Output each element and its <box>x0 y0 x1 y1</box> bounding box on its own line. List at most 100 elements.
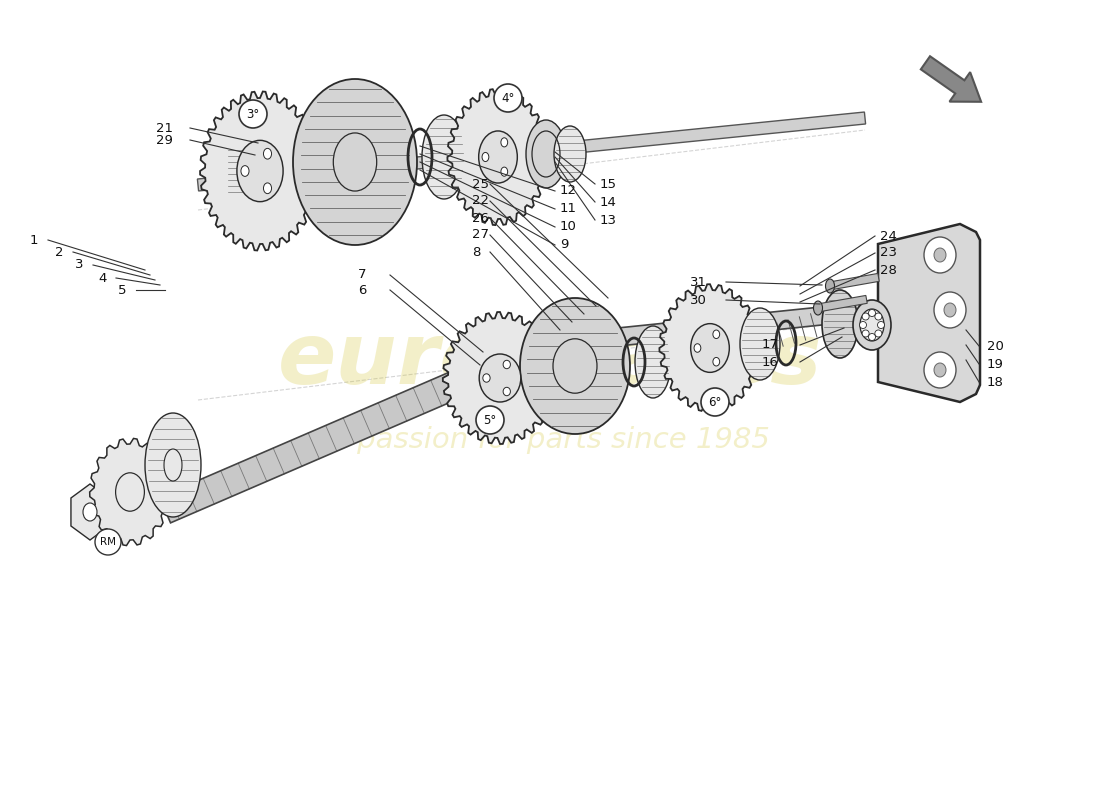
Polygon shape <box>878 224 980 402</box>
Text: 27: 27 <box>472 229 490 242</box>
Text: 29: 29 <box>156 134 173 146</box>
Ellipse shape <box>480 354 520 402</box>
Polygon shape <box>70 484 109 540</box>
Polygon shape <box>448 89 549 225</box>
Ellipse shape <box>422 115 466 199</box>
Text: 31: 31 <box>690 275 707 289</box>
Circle shape <box>476 406 504 434</box>
Ellipse shape <box>740 308 780 380</box>
Text: 17: 17 <box>762 338 779 351</box>
Circle shape <box>869 310 876 317</box>
Circle shape <box>869 334 876 341</box>
Text: 8: 8 <box>472 246 481 258</box>
Ellipse shape <box>520 298 630 434</box>
Ellipse shape <box>333 133 376 191</box>
Ellipse shape <box>483 374 491 382</box>
Text: 23: 23 <box>880 246 896 259</box>
Ellipse shape <box>145 413 201 517</box>
Text: 24: 24 <box>880 230 896 242</box>
Text: 4: 4 <box>98 271 107 285</box>
Ellipse shape <box>814 301 823 315</box>
Ellipse shape <box>713 330 719 338</box>
Text: 1: 1 <box>30 234 38 246</box>
Text: 19: 19 <box>987 358 1004 370</box>
Polygon shape <box>226 144 246 198</box>
Ellipse shape <box>934 292 966 328</box>
Ellipse shape <box>691 324 729 372</box>
Polygon shape <box>443 312 558 444</box>
Ellipse shape <box>82 503 97 521</box>
Ellipse shape <box>944 303 956 317</box>
Text: 6°: 6° <box>708 395 722 409</box>
Circle shape <box>874 330 882 337</box>
Text: 22: 22 <box>472 194 490 207</box>
Ellipse shape <box>554 126 586 182</box>
Text: 2: 2 <box>55 246 64 258</box>
Polygon shape <box>160 331 556 523</box>
Circle shape <box>701 388 729 416</box>
Ellipse shape <box>860 309 884 341</box>
Ellipse shape <box>825 279 835 293</box>
Ellipse shape <box>635 326 671 398</box>
Text: 11: 11 <box>560 202 578 215</box>
Ellipse shape <box>293 79 417 245</box>
Ellipse shape <box>852 300 891 350</box>
Text: 15: 15 <box>600 178 617 190</box>
Circle shape <box>874 313 882 320</box>
Bar <box>816 295 867 312</box>
Polygon shape <box>200 91 320 250</box>
Polygon shape <box>90 438 170 546</box>
Ellipse shape <box>934 248 946 262</box>
Text: 26: 26 <box>472 211 488 225</box>
Text: 7: 7 <box>358 269 366 282</box>
Ellipse shape <box>924 352 956 388</box>
Polygon shape <box>549 303 861 353</box>
Text: 10: 10 <box>560 221 576 234</box>
Ellipse shape <box>264 183 272 194</box>
Ellipse shape <box>526 120 566 188</box>
Ellipse shape <box>924 237 956 273</box>
Ellipse shape <box>934 363 946 377</box>
Circle shape <box>862 330 869 337</box>
Text: 6: 6 <box>358 283 366 297</box>
Ellipse shape <box>553 339 597 394</box>
Text: a passion for parts since 1985: a passion for parts since 1985 <box>330 426 770 454</box>
Circle shape <box>239 100 267 128</box>
Circle shape <box>878 322 884 329</box>
Text: RM: RM <box>100 537 116 547</box>
Ellipse shape <box>241 166 249 176</box>
Ellipse shape <box>713 358 719 366</box>
Circle shape <box>859 322 867 329</box>
Bar <box>828 274 879 290</box>
Ellipse shape <box>694 344 701 352</box>
Polygon shape <box>197 112 866 191</box>
Circle shape <box>95 529 121 555</box>
Polygon shape <box>659 284 760 412</box>
Circle shape <box>862 313 869 320</box>
Circle shape <box>494 84 522 112</box>
Ellipse shape <box>503 387 510 396</box>
Ellipse shape <box>116 473 144 511</box>
Text: 18: 18 <box>987 375 1004 389</box>
Text: 30: 30 <box>690 294 707 306</box>
Text: 4°: 4° <box>502 91 515 105</box>
Text: 20: 20 <box>987 339 1004 353</box>
Ellipse shape <box>164 449 182 481</box>
Text: 12: 12 <box>560 185 578 198</box>
Text: 3: 3 <box>75 258 84 271</box>
Text: 16: 16 <box>762 355 779 369</box>
Text: 14: 14 <box>600 195 617 209</box>
Text: 13: 13 <box>600 214 617 226</box>
Ellipse shape <box>822 290 858 358</box>
Polygon shape <box>921 56 981 102</box>
Text: eurospares: eurospares <box>277 318 823 402</box>
Ellipse shape <box>482 153 488 162</box>
Text: 3°: 3° <box>246 107 260 121</box>
Text: 5°: 5° <box>483 414 496 426</box>
Ellipse shape <box>500 167 508 176</box>
Ellipse shape <box>500 138 508 147</box>
Text: 25: 25 <box>472 178 490 190</box>
Text: 5: 5 <box>118 283 127 297</box>
Ellipse shape <box>503 360 510 369</box>
Text: 9: 9 <box>560 238 569 251</box>
